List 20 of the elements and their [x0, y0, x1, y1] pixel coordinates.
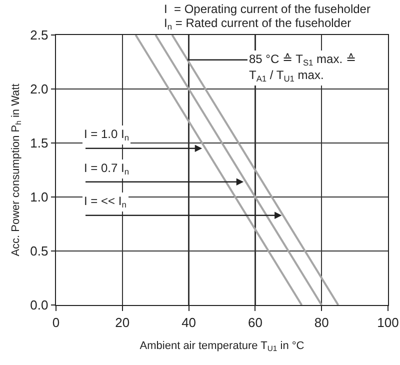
- y-tick-label: 2.0: [30, 82, 48, 97]
- y-tick-label: 2.5: [30, 28, 48, 43]
- annotation: I = 1.0 I$_{n}$: [84, 127, 130, 143]
- x-axis-title: Ambient air temperature T$_{U1}$ in °C: [140, 340, 304, 354]
- x-tick-label: 40: [182, 314, 196, 330]
- annotation: T$_{A1}$ / T$_{U1}$ max.: [249, 68, 324, 84]
- annotation: 85 °C ≙ T$_{S1}$ max. ≙: [249, 52, 356, 68]
- x-tick-label: 100: [377, 314, 399, 330]
- y-tick-label: 1.5: [30, 136, 48, 151]
- x-tick-label: 0: [52, 314, 60, 330]
- y-tick-label: 1.0: [30, 190, 48, 205]
- annotation: I = 0.7 I$_{n}$: [84, 161, 130, 177]
- y-tick-label: 0.5: [30, 244, 48, 259]
- x-tick-label: 60: [248, 314, 262, 330]
- y-tick-label: 0.0: [30, 298, 48, 313]
- text: I = Operating current of the fuseholder: [164, 2, 370, 16]
- annotation: I = << I$_{n}$: [84, 194, 127, 210]
- x-tick-label: 20: [115, 314, 130, 330]
- text: I$_{n}$ = Rated current of the fuseholder: [164, 16, 352, 32]
- x-tick-label: 80: [314, 314, 329, 330]
